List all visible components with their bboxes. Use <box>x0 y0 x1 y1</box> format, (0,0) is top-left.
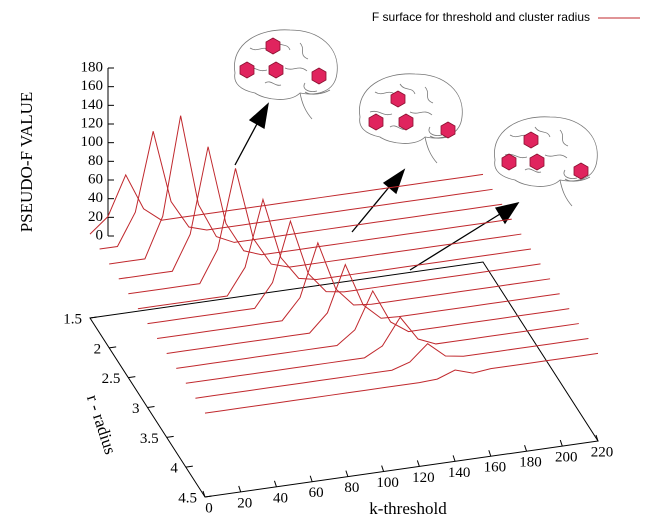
y-axis-label: r - radius <box>83 392 120 456</box>
surface-line <box>118 146 512 280</box>
y-tick-label: 2.5 <box>102 371 121 387</box>
z-tick-label: 20 <box>88 209 103 225</box>
z-tick-label: 120 <box>81 115 104 131</box>
x-tick <box>345 470 349 477</box>
x-tick-label: 220 <box>591 444 614 460</box>
surface-line <box>176 289 570 369</box>
y-tick-label: 4.5 <box>178 490 197 506</box>
x-tick <box>238 485 242 493</box>
x-tick <box>416 460 420 467</box>
y-tick <box>109 346 117 349</box>
brain-icon <box>494 116 598 207</box>
z-tick-label: 180 <box>81 59 104 75</box>
z-tick-label: 40 <box>88 190 103 206</box>
y-tick <box>204 495 213 498</box>
y-tick-label: 3.5 <box>140 431 159 447</box>
z-tick-label: 80 <box>88 153 103 169</box>
y-tick-label: 2 <box>94 341 102 357</box>
x-tick-label: 40 <box>273 490 288 506</box>
legend-label: F surface for threshold and cluster radi… <box>372 10 590 24</box>
x-tick-label: 0 <box>205 500 213 516</box>
y-tick <box>147 406 155 408</box>
x-tick <box>309 475 313 482</box>
z-tick-label: 100 <box>81 134 104 150</box>
surface-line <box>147 219 541 325</box>
z-tick-label: 140 <box>81 97 104 113</box>
y-tick <box>128 376 136 379</box>
x-tick-label: 60 <box>309 485 324 501</box>
illustrations <box>234 29 598 271</box>
x-tick-label: 120 <box>412 470 435 486</box>
z-tick-label: 0 <box>96 227 104 243</box>
x-tick-label: 140 <box>448 465 471 481</box>
surface-line <box>166 263 560 354</box>
x-tick-label: 100 <box>376 475 399 491</box>
surface-line <box>195 337 589 399</box>
x-tick <box>595 434 599 442</box>
x-tick <box>202 490 206 498</box>
brain-icon <box>234 29 338 120</box>
surface-line <box>109 115 503 265</box>
x-tick <box>488 450 492 457</box>
x-tick <box>559 439 563 447</box>
z-tick-label: 60 <box>88 171 103 187</box>
x-tick <box>452 455 456 462</box>
y-tick-label: 3 <box>132 401 140 417</box>
y-tick-label: 1.5 <box>63 311 82 327</box>
surface-line <box>137 197 531 310</box>
y-tick-label: 4 <box>170 461 178 477</box>
z-axis-label: PSEUDO-F VALUE <box>17 92 36 233</box>
x-tick <box>381 465 385 472</box>
y-tick <box>89 316 98 319</box>
x-tick-label: 80 <box>344 480 359 496</box>
x-tick-label: 180 <box>519 455 542 471</box>
x-tick <box>273 480 277 487</box>
x-tick-label: 200 <box>555 450 578 466</box>
surface-line <box>157 241 551 340</box>
y-tick <box>166 435 174 438</box>
surface-line <box>89 173 484 235</box>
surface-line <box>99 131 493 250</box>
x-tick <box>524 445 528 452</box>
x-axis-label: k-threshold <box>369 499 447 518</box>
x-tick-label: 160 <box>484 460 507 476</box>
surface-line <box>185 316 579 384</box>
surface-line <box>204 352 599 414</box>
z-tick-label: 160 <box>81 78 104 94</box>
x-tick-label: 20 <box>237 495 252 511</box>
brain-icon <box>359 73 463 164</box>
y-tick <box>185 465 193 468</box>
